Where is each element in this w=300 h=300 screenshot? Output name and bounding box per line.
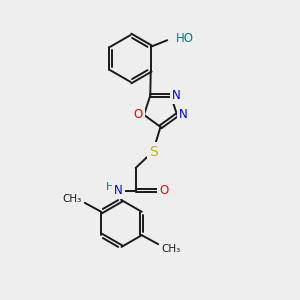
- Text: N: N: [114, 184, 123, 197]
- Text: O: O: [133, 108, 142, 122]
- Text: N: N: [172, 89, 181, 102]
- Text: O: O: [159, 184, 168, 197]
- Text: H: H: [106, 182, 114, 192]
- Text: N: N: [179, 108, 188, 122]
- Text: CH₃: CH₃: [161, 244, 181, 254]
- Text: CH₃: CH₃: [62, 194, 82, 204]
- Text: S: S: [148, 145, 158, 158]
- Text: HO: HO: [176, 32, 194, 45]
